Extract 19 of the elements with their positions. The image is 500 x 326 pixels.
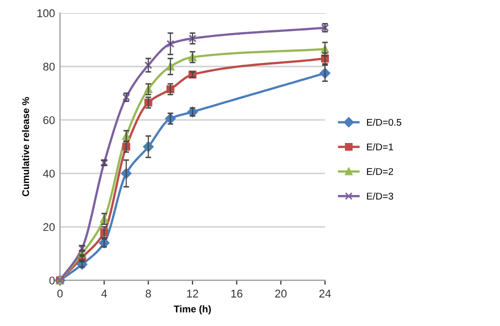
x-tick-label: 20 — [275, 290, 287, 298]
legend-label: E/D=0.5 — [367, 118, 402, 126]
y-tick-label: 80 — [43, 62, 55, 71]
x-tick-label: 24 — [319, 290, 331, 298]
y-tick-label: 40 — [43, 170, 55, 178]
y-tick-label: 0 — [49, 276, 55, 284]
y-tick-label: 60 — [43, 116, 55, 124]
x-tick-label: 8 — [146, 290, 151, 298]
y-tick-label: 100 — [37, 9, 55, 18]
legend-label: E/D=3 — [367, 192, 394, 200]
x-tick-label: 4 — [101, 290, 107, 298]
y-axis-title: Cumulative release % — [22, 96, 30, 196]
x-tick-label: 0 — [57, 290, 63, 298]
legend-label: E/D=1 — [367, 143, 394, 150]
x-tick-label: 12 — [187, 290, 198, 298]
y-tick-label: 20 — [43, 223, 55, 232]
x-tick-label: 16 — [231, 290, 242, 298]
legend-label: E/D=2 — [367, 168, 394, 175]
x-axis-title: Time (h) — [174, 305, 211, 314]
